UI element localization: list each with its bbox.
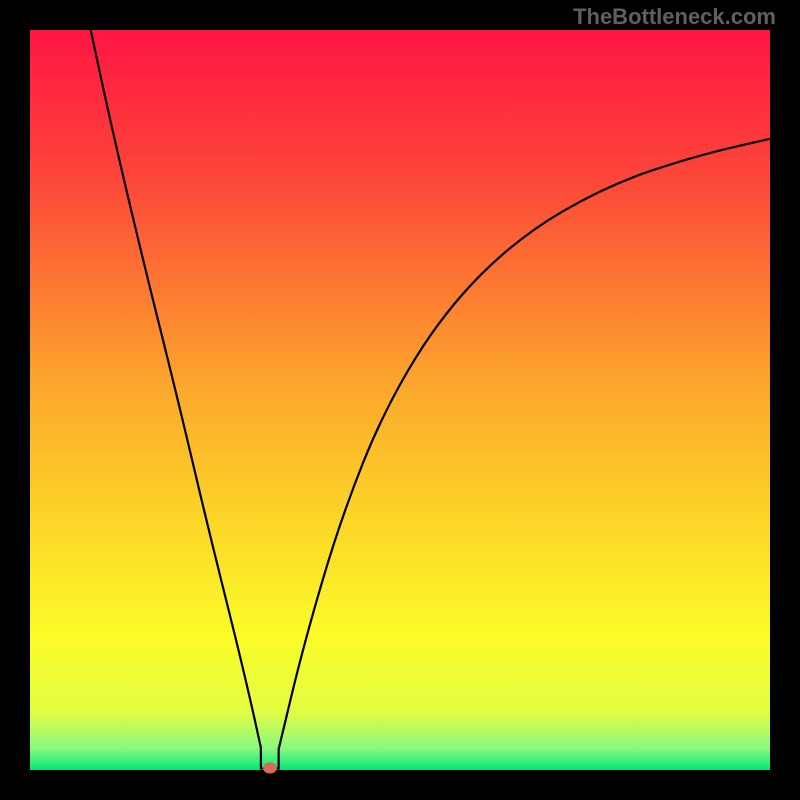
- bottleneck-curve: [0, 0, 800, 800]
- curve-path: [91, 30, 770, 769]
- watermark-text: TheBottleneck.com: [573, 4, 776, 30]
- optimum-marker: [263, 762, 277, 773]
- chart-container: TheBottleneck.com: [0, 0, 800, 800]
